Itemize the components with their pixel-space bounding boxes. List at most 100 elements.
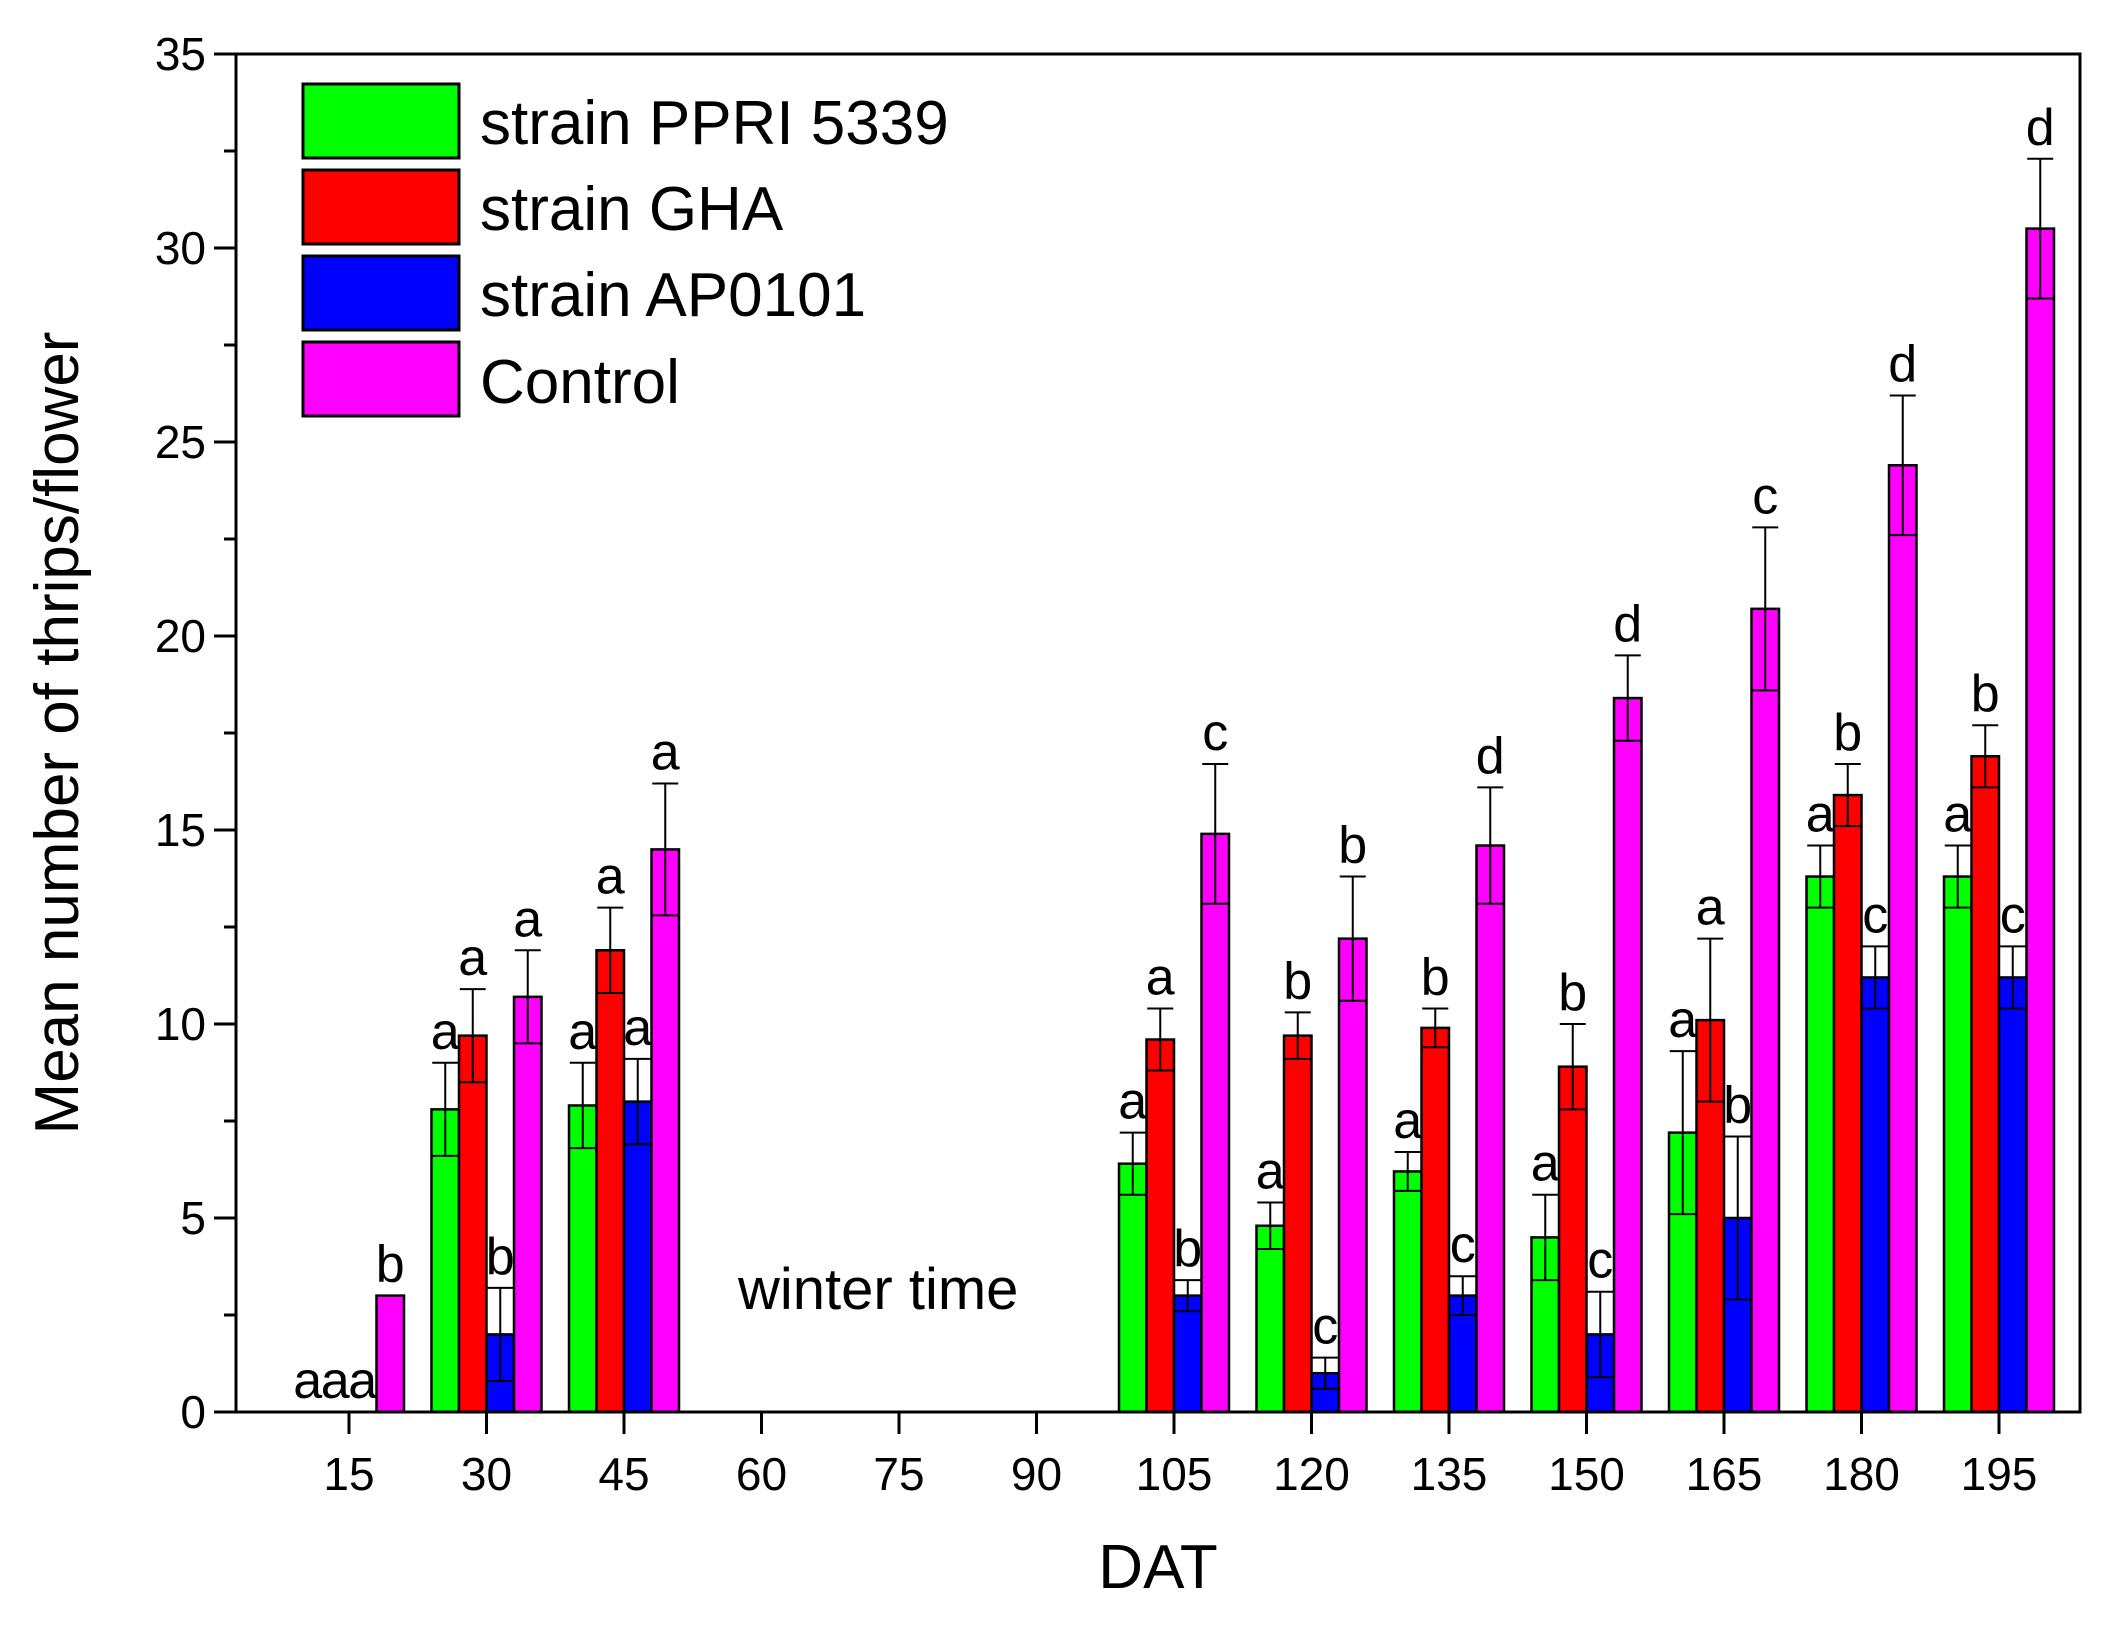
sig-letter-ap0101-dat-45: a bbox=[623, 999, 652, 1057]
sig-letter-control-dat-195: d bbox=[2026, 99, 2055, 157]
bar-gha-dat-45 bbox=[595, 949, 626, 1414]
error-bar-gha-dat-45 bbox=[597, 906, 624, 994]
y-tick-label: 5 bbox=[180, 1192, 206, 1244]
y-tick-label: 10 bbox=[155, 998, 206, 1050]
sig-letter-control-dat-150: d bbox=[1613, 595, 1642, 653]
bar-control-dat-150 bbox=[1612, 696, 1643, 1414]
x-tick-label: 105 bbox=[1136, 1448, 1213, 1500]
bar-gha-dat-120 bbox=[1282, 1034, 1313, 1414]
error-bar-ppri-5339-dat-150 bbox=[1532, 1193, 1559, 1282]
bar-control-dat-120 bbox=[1337, 937, 1368, 1414]
sig-letter-ppri-5339-dat-180: a bbox=[1806, 786, 1835, 844]
sig-letter-gha-dat-150: b bbox=[1558, 964, 1587, 1022]
bar-ap0101-dat-180 bbox=[1860, 976, 1891, 1414]
bar-gha-dat-195 bbox=[1970, 755, 2001, 1414]
sig-letter-control-dat-15: b bbox=[376, 1236, 405, 1294]
error-bar-gha-dat-120 bbox=[1284, 1011, 1311, 1060]
y-tick-label: 25 bbox=[155, 416, 206, 468]
x-tick-label: 45 bbox=[598, 1448, 649, 1500]
y-tick-label: 30 bbox=[155, 222, 206, 274]
x-tick-label: 195 bbox=[1961, 1448, 2038, 1500]
error-bar-ppri-5339-dat-165 bbox=[1669, 1050, 1696, 1216]
bar-control-dat-15 bbox=[375, 1294, 406, 1414]
sig-letter-ap0101-dat-120: c bbox=[1312, 1298, 1338, 1356]
error-bar-ap0101-dat-180 bbox=[1862, 945, 1889, 1010]
error-bar-ap0101-dat-165 bbox=[1724, 1135, 1751, 1301]
sig-letter-gha-dat-45: a bbox=[596, 848, 625, 906]
y-tick-label: 20 bbox=[155, 610, 206, 662]
error-bar-control-dat-195 bbox=[2027, 157, 2054, 300]
y-tick-label: 35 bbox=[155, 28, 206, 80]
x-tick-label: 15 bbox=[323, 1448, 374, 1500]
sig-letter-control-dat-45: a bbox=[651, 723, 680, 781]
sig-letter-control-dat-120: b bbox=[1338, 817, 1367, 875]
x-tick-label: 120 bbox=[1273, 1448, 1350, 1500]
legend-swatch-gha bbox=[301, 168, 461, 246]
sig-letter-ap0101-dat-105: b bbox=[1173, 1220, 1202, 1278]
bar-ppri-5339-dat-105 bbox=[1117, 1162, 1148, 1414]
sig-letter-gha-dat-195: b bbox=[1971, 665, 2000, 723]
error-bar-gha-dat-105 bbox=[1147, 1007, 1174, 1072]
error-bar-ppri-5339-dat-45 bbox=[569, 1061, 596, 1150]
error-bars-layer bbox=[432, 157, 2054, 1390]
y-axis-title: Mean number of thrips/flower bbox=[23, 332, 92, 1135]
error-bar-gha-dat-165 bbox=[1697, 937, 1724, 1103]
x-tick-label: 30 bbox=[461, 1448, 512, 1500]
error-bar-ppri-5339-dat-135 bbox=[1394, 1151, 1421, 1192]
bar-ap0101-dat-105 bbox=[1172, 1294, 1203, 1414]
legend-swatch-control bbox=[301, 340, 461, 418]
error-bar-control-dat-45 bbox=[652, 782, 679, 917]
bar-gha-dat-180 bbox=[1832, 793, 1863, 1414]
bar-gha-dat-150 bbox=[1557, 1065, 1588, 1414]
bar-control-dat-105 bbox=[1200, 832, 1231, 1414]
error-bar-ppri-5339-dat-180 bbox=[1807, 844, 1834, 909]
bar-ppri-5339-dat-135 bbox=[1392, 1170, 1423, 1414]
sig-letter-ppri-5339-dat-105: a bbox=[1118, 1073, 1147, 1131]
sig-letter-gha-dat-105: a bbox=[1146, 948, 1175, 1006]
error-bar-gha-dat-30 bbox=[459, 988, 486, 1084]
bar-control-dat-195 bbox=[2025, 227, 2056, 1414]
sig-letter-ap0101-dat-135: c bbox=[1450, 1216, 1476, 1274]
sig-letter-control-dat-30: a bbox=[513, 890, 542, 948]
sig-letter-gha-dat-135: b bbox=[1421, 948, 1450, 1006]
bar-gha-dat-105 bbox=[1145, 1038, 1176, 1414]
error-bar-gha-dat-135 bbox=[1422, 1007, 1449, 1049]
bar-ppri-5339-dat-45 bbox=[567, 1104, 598, 1414]
sig-letter-ap0101-dat-180: c bbox=[1862, 886, 1888, 944]
bar-control-dat-135 bbox=[1475, 844, 1506, 1414]
sig-letter-ppri-5339-dat-195: a bbox=[1943, 786, 1972, 844]
error-bar-gha-dat-195 bbox=[1972, 724, 1999, 789]
x-axis-title: DAT bbox=[1098, 1533, 1217, 1602]
sig-letter-ppri-5339-dat-45: a bbox=[568, 1003, 597, 1061]
error-bar-gha-dat-180 bbox=[1834, 763, 1861, 828]
bar-ppri-5339-dat-120 bbox=[1255, 1224, 1286, 1414]
error-bar-ppri-5339-dat-30 bbox=[432, 1061, 459, 1157]
bar-ap0101-dat-195 bbox=[1997, 976, 2028, 1414]
sig-letter-ppri-5339-dat-135: a bbox=[1393, 1092, 1422, 1150]
sig-letter-ppri-5339-dat-150: a bbox=[1531, 1135, 1560, 1193]
error-bar-ap0101-dat-120 bbox=[1312, 1356, 1339, 1390]
sig-letter-ppri-5339-dat-15: a bbox=[293, 1352, 322, 1410]
sig-letter-gha-dat-15: a bbox=[321, 1352, 350, 1410]
error-bar-control-dat-105 bbox=[1202, 763, 1229, 905]
sig-letter-control-dat-165: c bbox=[1752, 467, 1778, 525]
bar-control-dat-165 bbox=[1750, 607, 1781, 1414]
x-tick-label: 60 bbox=[736, 1448, 787, 1500]
x-tick-label: 165 bbox=[1686, 1448, 1763, 1500]
bar-control-dat-45 bbox=[650, 848, 681, 1414]
winter-time-annotation: winter time bbox=[737, 1257, 1018, 1322]
bars-layer bbox=[375, 227, 2056, 1414]
sig-letter-ap0101-dat-195: c bbox=[2000, 886, 2026, 944]
error-bar-ppri-5339-dat-105 bbox=[1119, 1131, 1146, 1196]
sig-letter-ap0101-dat-150: c bbox=[1587, 1232, 1613, 1290]
bar-control-dat-180 bbox=[1887, 464, 1918, 1414]
sig-letter-control-dat-180: d bbox=[1888, 335, 1917, 393]
sig-letter-ppri-5339-dat-120: a bbox=[1256, 1142, 1285, 1200]
error-bar-ap0101-dat-30 bbox=[487, 1286, 514, 1382]
error-bar-ap0101-dat-105 bbox=[1174, 1279, 1201, 1313]
error-bar-control-dat-120 bbox=[1339, 875, 1366, 1002]
legend-label-control: Control bbox=[480, 348, 680, 417]
sig-letter-gha-dat-165: a bbox=[1696, 879, 1725, 937]
error-bar-ap0101-dat-195 bbox=[1999, 945, 2026, 1010]
